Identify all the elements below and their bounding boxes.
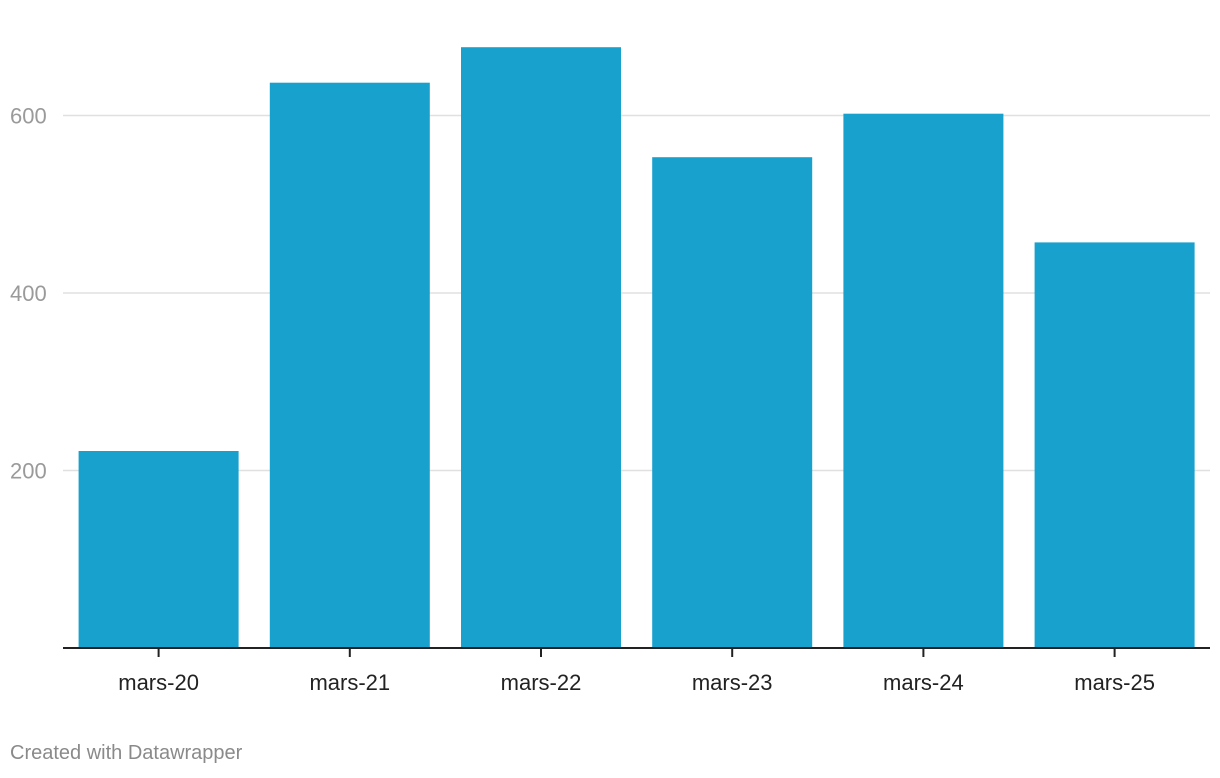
- bars: [78, 47, 1195, 648]
- bar-mars-23: [652, 157, 813, 648]
- bar-mars-25: [1034, 242, 1195, 648]
- x-tick-label: mars-22: [501, 670, 582, 695]
- x-tick-label: mars-21: [309, 670, 390, 695]
- x-tick-label: mars-20: [118, 670, 199, 695]
- bar-mars-22: [461, 47, 621, 648]
- y-tick-label: 400: [10, 281, 47, 306]
- x-axis-ticks: mars-20 mars-21 mars-22 mars-23 mars-24 mars-…: [118, 648, 1155, 695]
- y-tick-label: 200: [10, 459, 47, 484]
- x-tick-label: mars-24: [883, 670, 964, 695]
- y-tick-label: 600: [10, 104, 47, 129]
- x-tick-label: mars-23: [692, 670, 773, 695]
- gridlines: 200 400 600: [10, 104, 1210, 484]
- bar-mars-24: [843, 113, 1004, 648]
- bar-mars-21: [269, 82, 430, 648]
- credit-text: Created with Datawrapper: [10, 742, 243, 764]
- x-tick-label: mars-25: [1074, 670, 1155, 695]
- bar-mars-20: [78, 451, 239, 648]
